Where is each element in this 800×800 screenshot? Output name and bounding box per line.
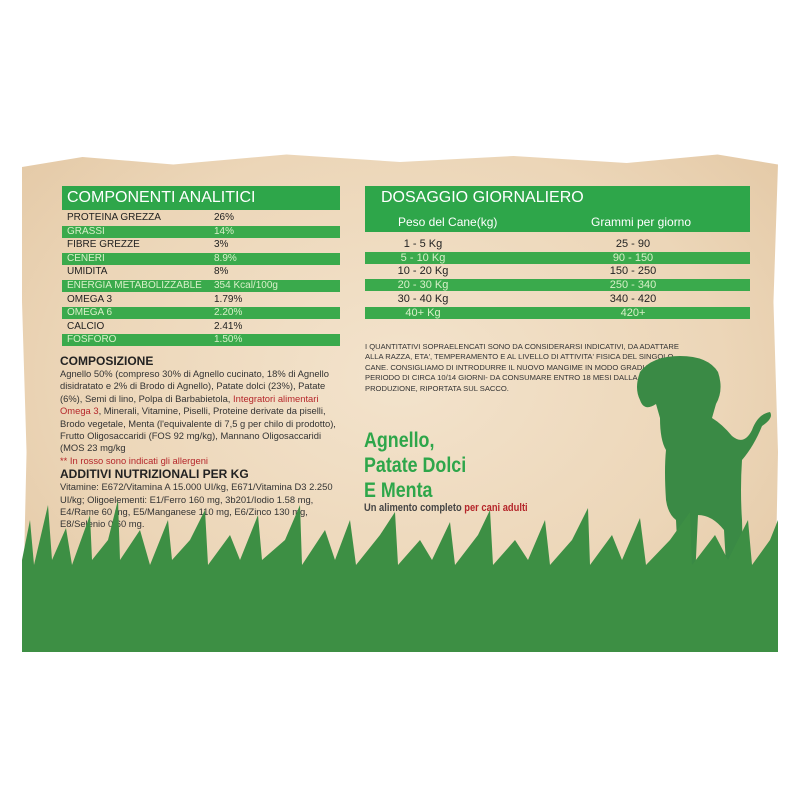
weight-range: 30 - 40 Kg bbox=[397, 292, 449, 305]
nutrient-value: 354 Kcal/100g bbox=[214, 280, 278, 291]
analitici-row: OMEGA 6 2.20% bbox=[62, 307, 340, 320]
analitici-row: ENERGIA METABOLIZZABLE 354 Kcal/100g bbox=[62, 280, 340, 292]
analitici-header: COMPONENTI ANALITICI bbox=[62, 186, 340, 210]
analitici-row: GRASSI 14% bbox=[62, 225, 340, 238]
nutrient-name: ENERGIA METABOLIZZABLE bbox=[67, 280, 202, 291]
nutrient-value: 8.9% bbox=[214, 252, 237, 264]
weight-range: 40+ Kg bbox=[405, 306, 441, 319]
composizione-title: COMPOSIZIONE bbox=[60, 354, 154, 368]
nutrient-name: CALCIO bbox=[67, 320, 105, 332]
nutrient-name: PROTEINA GREZZA bbox=[67, 212, 161, 223]
nutrient-name: GRASSI bbox=[67, 225, 105, 237]
composition: COMPOSIZIONE Agnello 50% (compreso 30% d… bbox=[60, 354, 345, 531]
allergen-note: ** In rosso sono indicati gli allergeni bbox=[60, 454, 208, 466]
dog-silhouette bbox=[637, 356, 771, 600]
product-subtitle: Un alimento completo per cani adulti bbox=[364, 502, 528, 514]
dosage-note: I QUANTITATIVI SOPRAELENCATI SONO DA CON… bbox=[365, 342, 685, 393]
additivi-text: Vitamine: E672/Vitamina A 15.000 UI/kg, … bbox=[60, 481, 333, 530]
grams-range: 150 - 250 bbox=[609, 265, 657, 278]
nutrient-value: 8% bbox=[214, 266, 229, 278]
weight-range: 10 - 20 Kg bbox=[397, 265, 449, 278]
nutrient-name: FOSFORO bbox=[67, 334, 117, 346]
grams-range: 420+ bbox=[620, 306, 646, 319]
analitici-row: CENERI 8.9% bbox=[62, 252, 340, 265]
analitici-row: FIBRE GREZZE 3% bbox=[62, 239, 340, 251]
nutrient-name: UMIDITA bbox=[67, 266, 108, 278]
col-grammi: Grammi per giorno bbox=[591, 215, 692, 229]
nutrient-name: CENERI bbox=[67, 252, 105, 264]
dosaggio-row: 30 - 40 Kg 340 - 420 bbox=[365, 293, 750, 305]
grams-range: 250 - 340 bbox=[609, 279, 657, 292]
analitici-row: UMIDITA 8% bbox=[62, 266, 340, 278]
nutrient-value: 2.41% bbox=[214, 320, 243, 332]
grams-range: 340 - 420 bbox=[609, 292, 657, 305]
nutrient-name: OMEGA 6 bbox=[67, 307, 113, 319]
nutrient-value: 26% bbox=[214, 212, 235, 223]
dosaggio-row: 5 - 10 Kg 90 - 150 bbox=[365, 251, 750, 264]
dosaggio-row: 20 - 30 Kg 250 - 340 bbox=[365, 279, 750, 292]
dosaggio-row: 40+ Kg 420+ bbox=[365, 306, 750, 319]
weight-range: 5 - 10 Kg bbox=[400, 251, 446, 264]
additivi-title: ADDITIVI NUTRIZIONALI PER KG bbox=[60, 467, 249, 482]
analitici-row: FOSFORO 1.50% bbox=[62, 334, 340, 347]
nutrient-name: FIBRE GREZZE bbox=[67, 239, 140, 251]
nutrient-value: 3% bbox=[214, 239, 229, 251]
product-name: Agnello, Patate Dolci E Menta bbox=[364, 429, 467, 502]
nutrient-value: 1.50% bbox=[214, 334, 243, 346]
dosaggio-row: 10 - 20 Kg 150 - 250 bbox=[365, 265, 750, 277]
grams-range: 90 - 150 bbox=[612, 251, 654, 264]
nutrient-value: 2.20% bbox=[214, 307, 243, 319]
analitici-row: CALCIO 2.41% bbox=[62, 321, 340, 333]
nutrient-name: OMEGA 3 bbox=[67, 293, 113, 305]
nutrient-value: 14% bbox=[214, 225, 235, 237]
weight-range: 1 - 5 Kg bbox=[403, 238, 443, 250]
analitici-row: OMEGA 3 1.79% bbox=[62, 294, 340, 306]
analitici-row: PROTEINA GREZZA 26% bbox=[62, 212, 340, 224]
dosaggio-header: DOSAGGIO GIORNALIERO Peso del Cane(kg) G… bbox=[365, 186, 750, 232]
dosaggio-row: 1 - 5 Kg 25 - 90 bbox=[365, 238, 750, 250]
col-peso: Peso del Cane(kg) bbox=[398, 215, 498, 229]
dosaggio-title: DOSAGGIO GIORNALIERO bbox=[381, 189, 584, 206]
nutrient-value: 1.79% bbox=[214, 293, 243, 305]
weight-range: 20 - 30 Kg bbox=[397, 279, 449, 292]
grams-range: 25 - 90 bbox=[615, 238, 651, 250]
composizione-text: Agnello 50% (compreso 30% di Agnello cuc… bbox=[60, 368, 336, 454]
grass-base bbox=[22, 590, 778, 652]
